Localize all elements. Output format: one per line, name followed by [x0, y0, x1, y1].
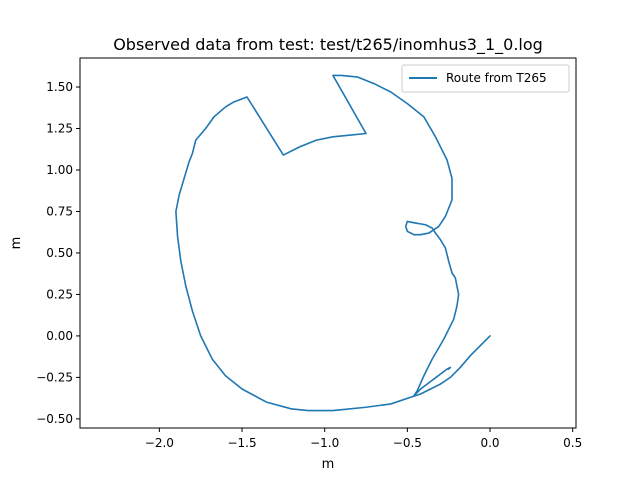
chart-title: Observed data from test: test/t265/inomh…	[113, 35, 543, 55]
y-tick-label: 0.25	[46, 287, 73, 301]
y-tick-label: −0.25	[36, 370, 73, 384]
series-layer	[175, 74, 491, 412]
x-tick-label: −0.5	[393, 436, 422, 450]
legend-box	[401, 64, 570, 93]
x-axis: −2.0 −1.5 −1.0 −0.5 0.0 0.5	[145, 428, 582, 450]
y-tick-label: 0.50	[46, 246, 73, 260]
y-axis-label: m	[9, 237, 24, 250]
x-tick-label: 0.0	[480, 436, 499, 450]
x-tick-label: −1.5	[227, 436, 256, 450]
plot-area	[79, 57, 577, 429]
legend: Route from T265	[401, 64, 570, 93]
y-tick-label: 0.75	[46, 204, 73, 218]
axes-frame	[79, 57, 577, 429]
y-tick-label: 1.00	[46, 163, 73, 177]
y-axis: −0.50 −0.25 0.00 0.25 0.50 0.75 1.00 1.25 1.50	[36, 80, 80, 426]
x-tick-label: −2.0	[145, 436, 174, 450]
y-tick-label: 1.25	[46, 122, 73, 136]
x-axis-label: m	[322, 457, 335, 472]
legend-label-route: Route from T265	[446, 71, 547, 85]
x-tick-label: 0.5	[563, 436, 582, 450]
series-line-0	[175, 74, 491, 412]
y-tick-label: −0.50	[36, 412, 73, 426]
x-tick-label: −1.0	[310, 436, 339, 450]
y-tick-label: 0.00	[46, 329, 73, 343]
y-tick-label: 1.50	[46, 80, 73, 94]
